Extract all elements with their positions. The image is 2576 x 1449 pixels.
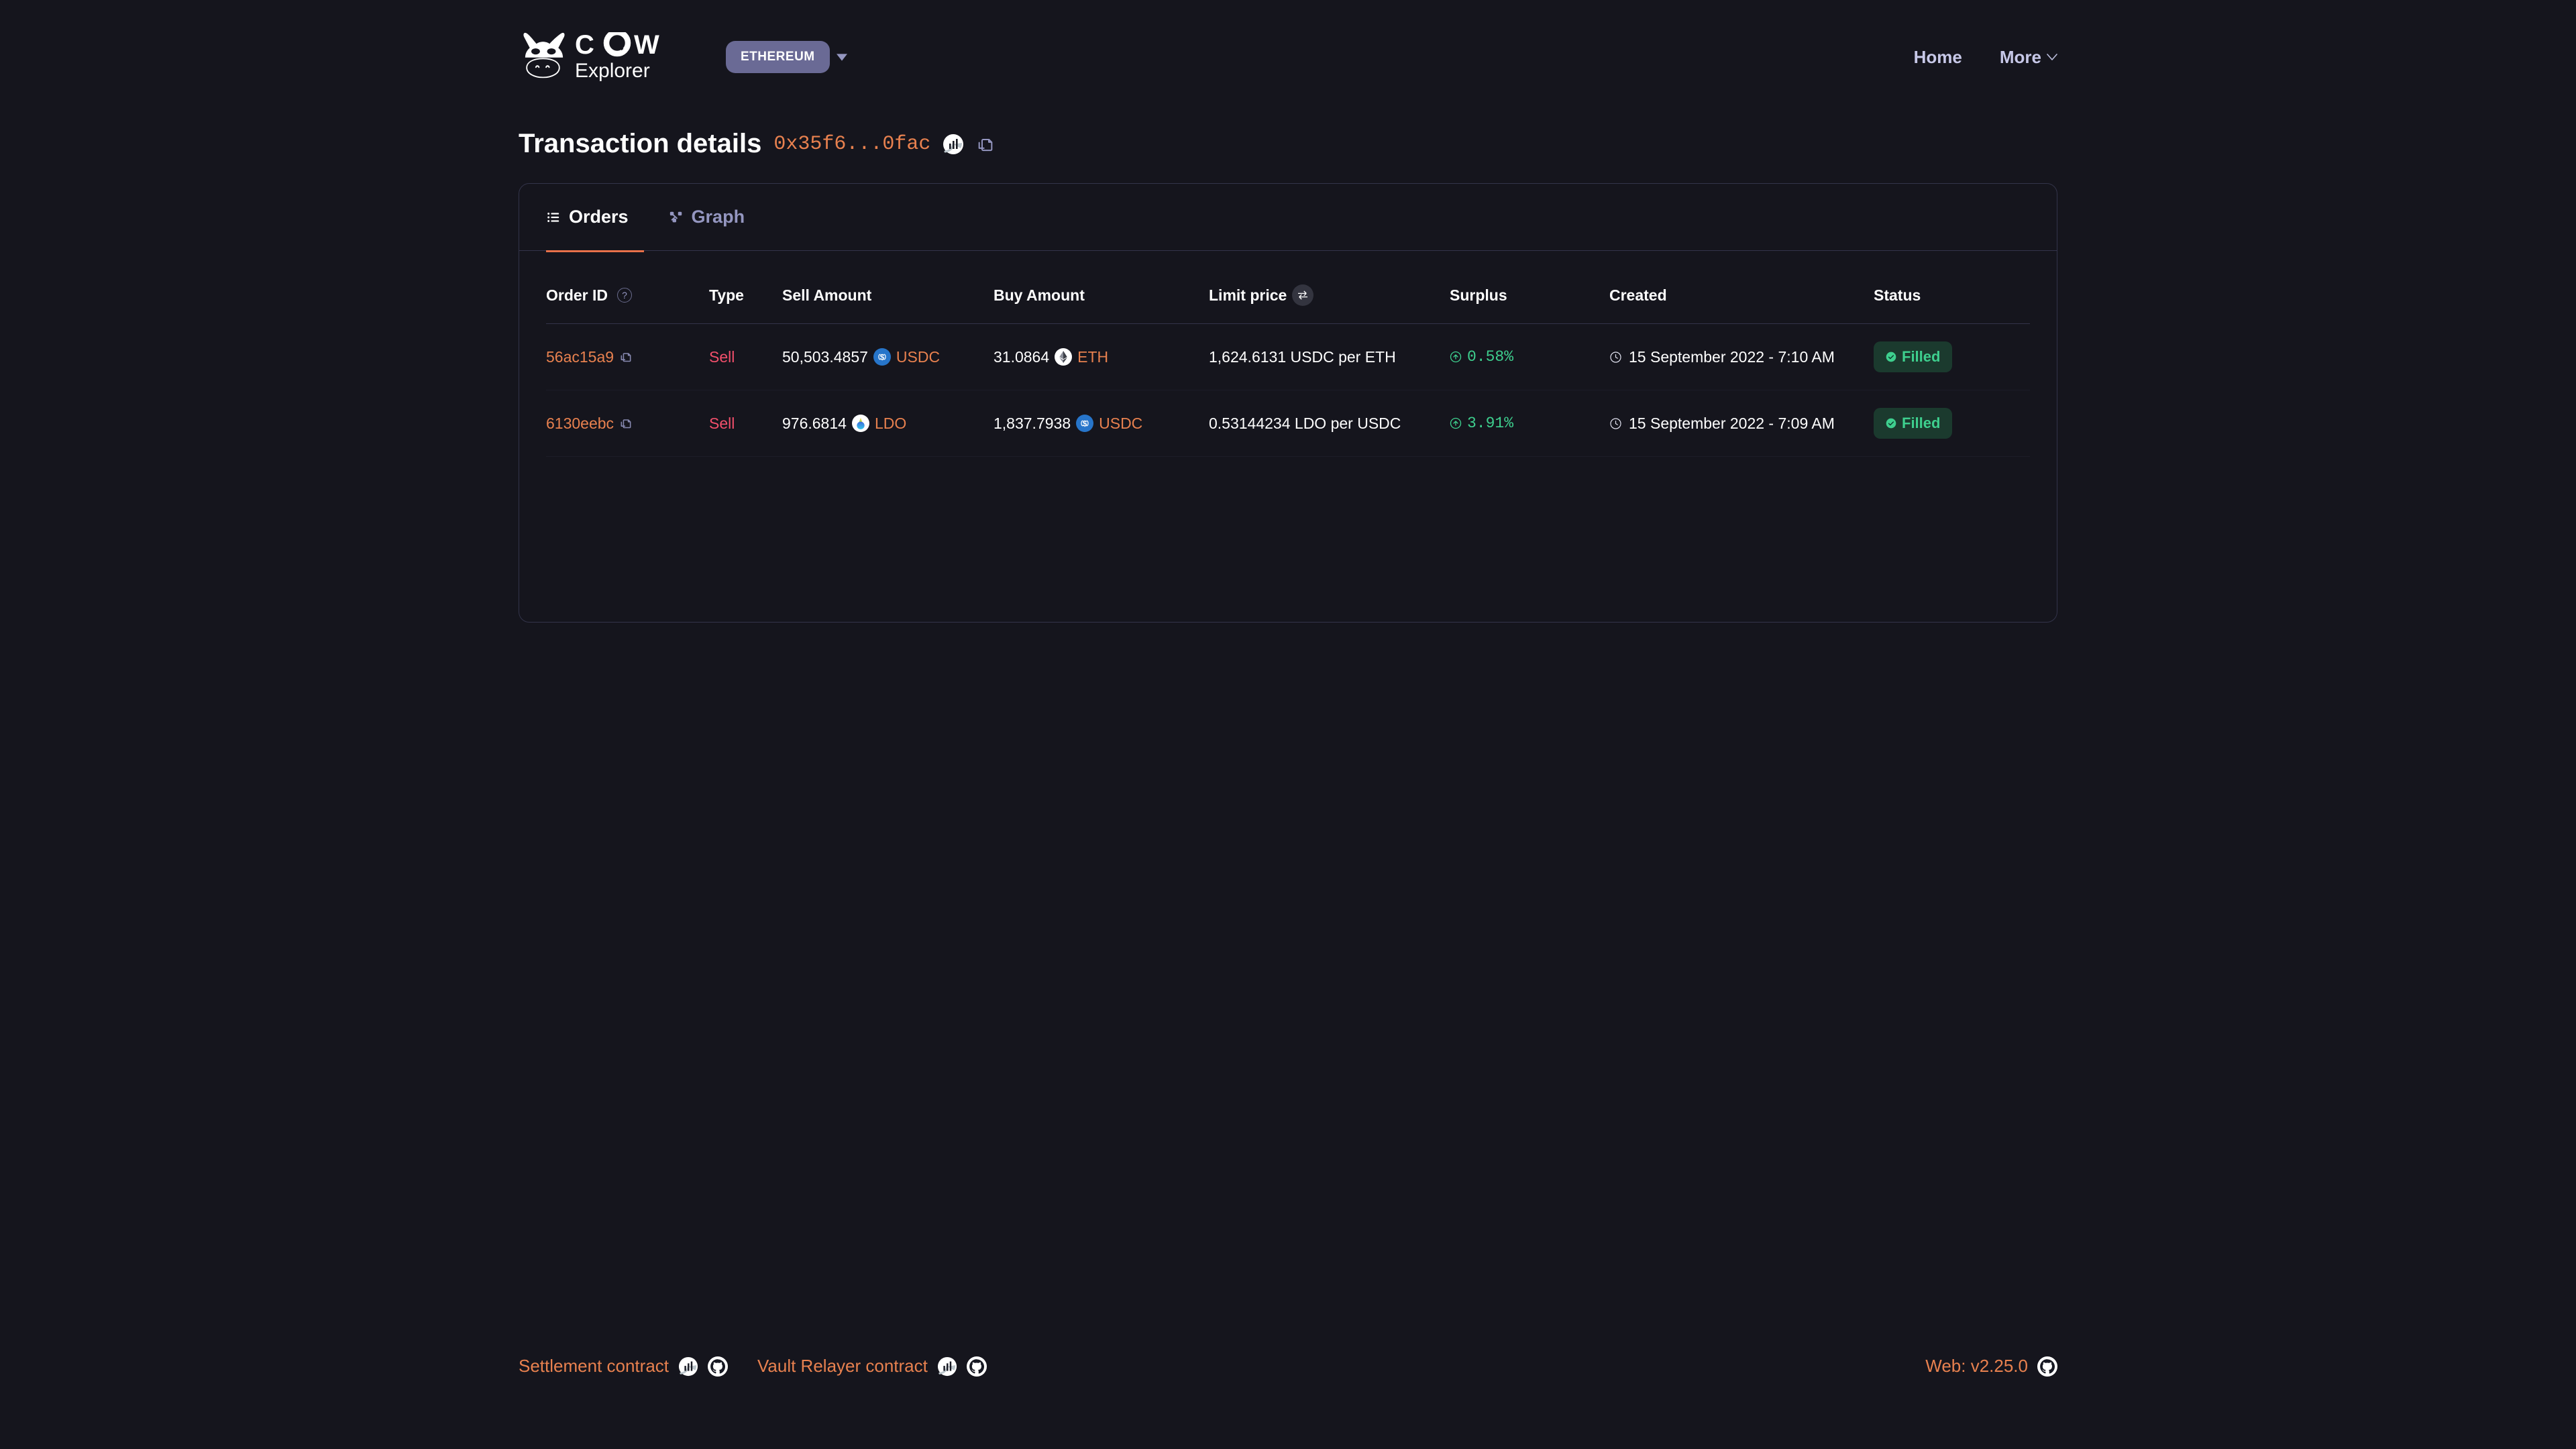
svg-text:$: $	[880, 353, 885, 362]
svg-text:$: $	[1083, 419, 1087, 428]
svg-text:W: W	[634, 32, 659, 59]
svg-text:C: C	[575, 32, 594, 59]
